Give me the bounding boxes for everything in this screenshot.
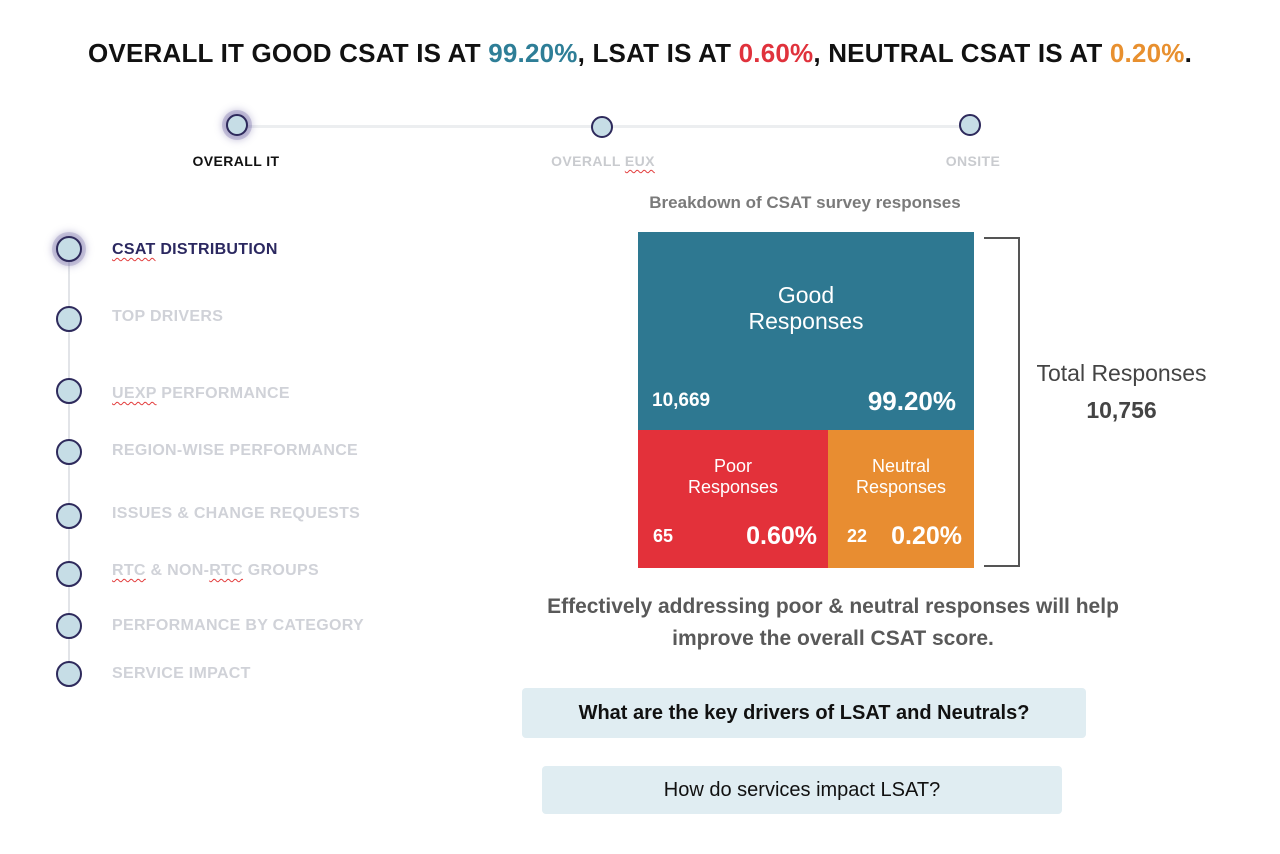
poor-responses-name: Poor Responses <box>638 456 828 497</box>
nav-item-issues-change-requests[interactable]: ISSUES & CHANGE REQUESTS <box>112 505 361 522</box>
neutral-responses-pct: 0.20% <box>891 522 962 550</box>
neutral-responses-tile: Neutral Responses 22 0.20% <box>828 430 974 568</box>
total-responses-value: 10,756 <box>1086 397 1157 423</box>
nav-node-issues[interactable] <box>56 503 82 529</box>
nav-item-rtc-groups[interactable]: RTC & NON-RTC GROUPS <box>112 562 319 580</box>
headline-lsat-pct: 0.60% <box>738 38 814 68</box>
nav-label-rtc-1: RTC <box>112 562 146 579</box>
nav-node-uexp-performance[interactable] <box>56 378 82 404</box>
nav-item-uexp-performance[interactable]: UEXP PERFORMANCE <box>112 385 290 403</box>
insight-line1: Effectively addressing poor & neutral re… <box>547 595 1119 618</box>
services-impact-question-button[interactable]: How do services impact LSAT? <box>542 766 1062 814</box>
neutral-responses-name: Neutral Responses <box>828 456 974 497</box>
neutral-name-line2: Responses <box>855 476 947 497</box>
breakdown-title: Breakdown of CSAT survey responses <box>649 193 961 212</box>
key-drivers-question-button[interactable]: What are the key drivers of LSAT and Neu… <box>522 688 1086 738</box>
good-responses-name: Good Responses <box>638 282 974 335</box>
nav-node-service-impact[interactable] <box>56 661 82 687</box>
tab-overall-eux[interactable]: OVERALL EUX <box>503 153 703 169</box>
poor-name-line2: Responses <box>687 476 779 497</box>
good-responses-pct: 99.20% <box>867 386 956 416</box>
good-name-line1: Good <box>777 282 835 308</box>
headline-text-1: OVERALL IT GOOD CSAT IS AT <box>88 38 489 68</box>
nav-item-region-wise-performance[interactable]: REGION-WISE PERFORMANCE <box>112 442 359 459</box>
insight-line2: improve the overall CSAT score. <box>672 626 994 650</box>
insight-text: Effectively addressing poor & neutral re… <box>500 591 1166 654</box>
nav-label-distribution: DISTRIBUTION <box>155 241 278 258</box>
nav-item-service-impact[interactable]: SERVICE IMPACT <box>112 665 251 682</box>
tab-overall-eux-label-a: OVERALL <box>551 153 625 169</box>
step-node-overall-eux[interactable] <box>591 116 613 138</box>
tab-onsite[interactable]: ONSITE <box>873 153 1073 169</box>
nav-label-uexp: UEXP <box>112 385 157 402</box>
poor-responses-pct: 0.60% <box>746 522 817 550</box>
neutral-responses-count: 22 <box>847 526 868 546</box>
headline-text-3: , NEUTRAL CSAT IS AT <box>813 38 1110 68</box>
nav-item-performance-by-category[interactable]: PERFORMANCE BY CATEGORY <box>112 617 364 634</box>
good-responses-count: 10,669 <box>652 390 711 411</box>
nav-label-rtc-2: RTC <box>209 562 244 579</box>
nav-node-performance-by-category[interactable] <box>56 613 82 639</box>
poor-name-line1: Poor <box>713 456 753 476</box>
nav-node-region-wise[interactable] <box>56 439 82 465</box>
nav-node-rtc-groups[interactable] <box>56 561 82 587</box>
good-name-line2: Responses <box>748 308 864 335</box>
neutral-name-line1: Neutral <box>871 456 931 476</box>
nav-node-csat-distribution[interactable] <box>56 236 82 262</box>
nav-item-csat-distribution[interactable]: CSAT DISTRIBUTION <box>112 241 278 259</box>
headline-good-pct: 99.20% <box>488 38 578 68</box>
step-node-onsite[interactable] <box>959 114 981 136</box>
nav-item-top-drivers[interactable]: TOP DRIVERS <box>112 308 224 325</box>
step-node-overall-it[interactable] <box>226 114 248 136</box>
tab-overall-eux-label-b: EUX <box>624 153 655 169</box>
nav-label-groups: GROUPS <box>243 562 319 579</box>
good-responses-tile: Good Responses 10,669 99.20% <box>638 232 974 430</box>
nav-label-performance: PERFORMANCE <box>156 385 290 402</box>
headline-neutral-pct: 0.20% <box>1109 38 1185 68</box>
total-responses-label: Total Responses <box>1036 360 1207 386</box>
tab-onsite-label: ONSITE <box>945 153 1001 169</box>
poor-responses-tile: Poor Responses 65 0.60% <box>638 430 828 568</box>
tab-overall-it-label: OVERALL IT <box>192 153 280 169</box>
nav-label-csat: CSAT <box>112 241 156 258</box>
page-headline: OVERALL IT GOOD CSAT IS AT 99.20%, LSAT … <box>0 38 1280 69</box>
nav-label-non: & NON- <box>145 562 210 579</box>
tab-overall-it[interactable]: OVERALL IT <box>136 153 336 169</box>
headline-text-4: . <box>1184 38 1192 68</box>
nav-node-top-drivers[interactable] <box>56 306 82 332</box>
total-bracket <box>984 237 1020 567</box>
poor-responses-count: 65 <box>653 526 674 546</box>
headline-text-2: , LSAT IS AT <box>577 38 739 68</box>
